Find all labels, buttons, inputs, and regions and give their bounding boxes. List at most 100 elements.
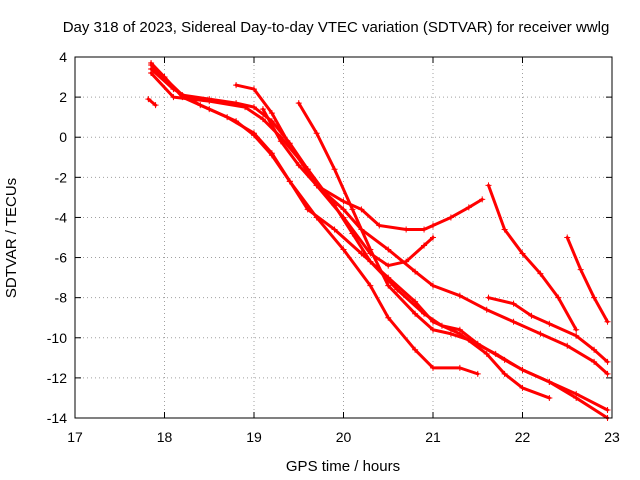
y-tick-label: -12 bbox=[47, 370, 67, 386]
data-point bbox=[573, 390, 580, 397]
data-point bbox=[259, 116, 266, 123]
data-point bbox=[604, 358, 611, 365]
data-point bbox=[251, 86, 257, 93]
data-point bbox=[519, 250, 526, 257]
data-point bbox=[447, 214, 454, 221]
data-point bbox=[385, 282, 392, 289]
data-point bbox=[367, 258, 374, 265]
data-point bbox=[313, 182, 320, 189]
data-point bbox=[546, 378, 553, 385]
data-point bbox=[358, 250, 365, 257]
data-point bbox=[430, 234, 436, 241]
data-point bbox=[385, 314, 392, 321]
data-point bbox=[430, 282, 436, 289]
series-track-8 bbox=[295, 100, 611, 413]
y-tick-label: -8 bbox=[55, 290, 68, 306]
data-point bbox=[412, 310, 419, 317]
data-point bbox=[340, 198, 347, 205]
data-point bbox=[358, 206, 365, 213]
series-line bbox=[565, 236, 610, 324]
data-point bbox=[456, 364, 463, 371]
data-point bbox=[233, 82, 240, 89]
y-axis-label: SDTVAR / TECUs bbox=[3, 178, 20, 298]
data-point bbox=[465, 204, 472, 211]
data-point bbox=[564, 234, 571, 241]
data-point bbox=[546, 320, 553, 327]
series-track-4 bbox=[148, 70, 611, 421]
data-point bbox=[367, 282, 374, 289]
data-point bbox=[430, 364, 436, 371]
series-line bbox=[486, 296, 610, 364]
data-point bbox=[510, 300, 517, 307]
series-track-11 bbox=[564, 234, 611, 325]
data-point bbox=[421, 310, 428, 317]
x-tick-label: 22 bbox=[515, 429, 531, 445]
series-track-7 bbox=[259, 106, 486, 233]
data-point bbox=[430, 326, 436, 333]
data-point bbox=[331, 166, 338, 173]
data-point bbox=[604, 370, 611, 377]
data-point bbox=[591, 346, 598, 353]
data-point bbox=[447, 330, 454, 337]
y-tick-label: -6 bbox=[55, 250, 68, 266]
data-point bbox=[519, 366, 526, 373]
series-line bbox=[149, 67, 551, 400]
x-tick-label: 21 bbox=[425, 429, 441, 445]
series-line bbox=[486, 183, 578, 332]
data-point bbox=[376, 222, 383, 229]
data-point bbox=[412, 346, 419, 353]
series-track-9 bbox=[485, 182, 580, 333]
data-point bbox=[148, 62, 155, 69]
data-point bbox=[492, 350, 499, 357]
series-track-1 bbox=[145, 96, 159, 109]
y-tick-label: 0 bbox=[59, 129, 67, 145]
data-point bbox=[591, 358, 598, 365]
data-point bbox=[224, 114, 231, 121]
x-tick-label: 20 bbox=[336, 429, 352, 445]
data-point bbox=[573, 332, 580, 339]
data-point bbox=[403, 258, 410, 265]
y-tick-label: 4 bbox=[59, 49, 67, 65]
data-point bbox=[483, 306, 490, 313]
data-point bbox=[340, 246, 347, 253]
data-point bbox=[519, 384, 526, 391]
data-point bbox=[286, 142, 293, 149]
y-tick-label: -4 bbox=[55, 209, 68, 225]
data-point bbox=[251, 130, 257, 137]
y-tick-label: -10 bbox=[47, 330, 67, 346]
data-point bbox=[546, 394, 553, 401]
series-line bbox=[261, 107, 484, 231]
data-point bbox=[304, 206, 311, 213]
data-point bbox=[145, 96, 152, 103]
data-point bbox=[604, 318, 611, 325]
data-point bbox=[421, 226, 428, 233]
x-tick-label: 17 bbox=[67, 429, 83, 445]
y-tick-label: -2 bbox=[55, 169, 68, 185]
data-point bbox=[510, 318, 517, 325]
data-point bbox=[286, 178, 293, 185]
data-point bbox=[456, 292, 463, 299]
data-point bbox=[485, 294, 492, 301]
data-point bbox=[179, 92, 186, 99]
y-tick-label: -14 bbox=[47, 410, 67, 426]
data-series bbox=[145, 60, 611, 421]
data-point bbox=[501, 226, 508, 233]
data-point bbox=[251, 104, 257, 111]
data-point bbox=[367, 246, 374, 253]
series-track-10 bbox=[485, 294, 611, 365]
series-line bbox=[297, 101, 610, 412]
data-point bbox=[479, 196, 486, 203]
data-point bbox=[528, 312, 535, 319]
data-point bbox=[456, 326, 463, 333]
data-point bbox=[206, 96, 213, 103]
data-point bbox=[385, 246, 392, 253]
data-point bbox=[233, 100, 240, 107]
data-point bbox=[555, 294, 562, 301]
data-point bbox=[564, 342, 571, 349]
data-point bbox=[152, 102, 159, 109]
data-point bbox=[394, 286, 401, 293]
series-line bbox=[149, 63, 610, 376]
data-point bbox=[421, 242, 428, 249]
data-point bbox=[340, 214, 347, 221]
